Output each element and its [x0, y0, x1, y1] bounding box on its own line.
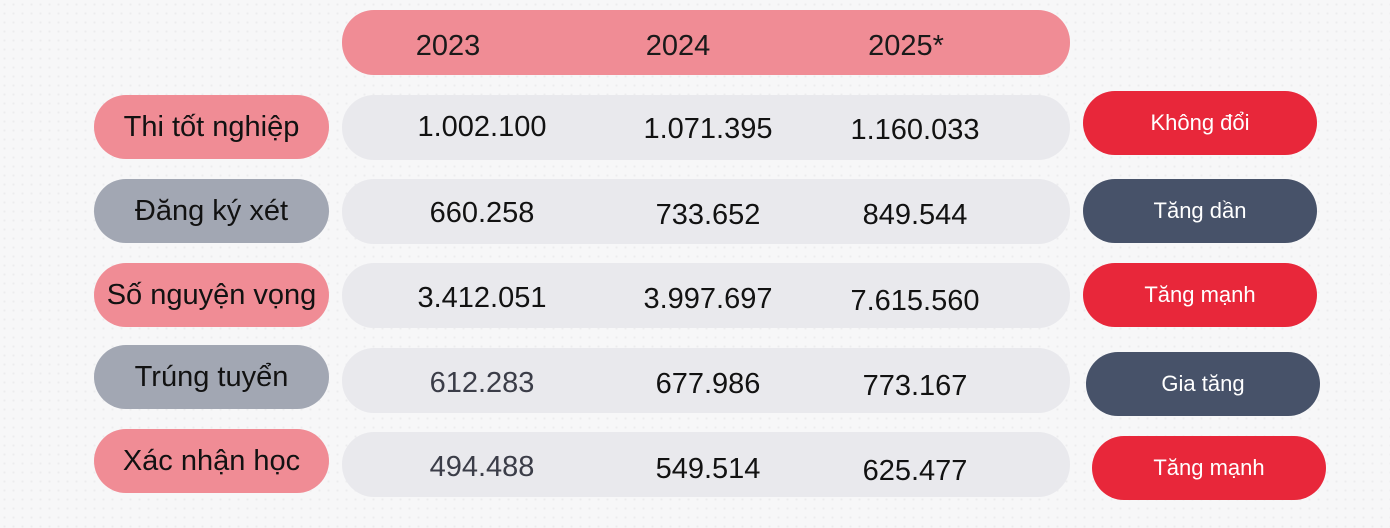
table-row: 494.488 549.514 625.477: [342, 432, 1070, 497]
row-label-so-nguyen-vong: Số nguyện vọng: [94, 263, 329, 327]
cell-2025: 7.615.560: [850, 285, 980, 317]
year-header-bar: 2023 2024 2025*: [342, 10, 1070, 75]
cell-2023: 660.258: [429, 197, 535, 229]
status-badge: Gia tăng: [1086, 352, 1320, 416]
status-badge: Không đổi: [1083, 91, 1317, 155]
cell-2024: 549.514: [655, 453, 761, 485]
year-header-2025: 2025*: [868, 30, 944, 62]
cell-2023: 3.412.051: [417, 282, 547, 314]
cell-2023: 1.002.100: [417, 111, 547, 143]
cell-2023: 612.283: [429, 367, 535, 399]
row-label-dang-ky-xet: Đăng ký xét: [94, 179, 329, 243]
status-badge: Tăng mạnh: [1092, 436, 1326, 500]
cell-2023: 494.488: [429, 451, 535, 483]
cell-2025: 849.544: [862, 199, 968, 231]
cell-2025: 625.477: [862, 455, 968, 487]
cell-2024: 3.997.697: [643, 283, 773, 315]
status-badge: Tăng dần: [1083, 179, 1317, 243]
cell-2024: 733.652: [655, 199, 761, 231]
row-label-xac-nhan-hoc: Xác nhận học: [94, 429, 329, 493]
status-badge: Tăng mạnh: [1083, 263, 1317, 327]
table-row: 660.258 733.652 849.544: [342, 179, 1070, 244]
cell-2024: 1.071.395: [643, 113, 773, 145]
table-row: 3.412.051 3.997.697 7.615.560: [342, 263, 1070, 328]
row-label-thi-tot-nghiep: Thi tốt nghiệp: [94, 95, 329, 159]
year-header-2023: 2023: [415, 30, 481, 62]
row-label-trung-tuyen: Trúng tuyển: [94, 345, 329, 409]
cell-2024: 677.986: [655, 368, 761, 400]
cell-2025: 1.160.033: [850, 114, 980, 146]
table-row: 1.002.100 1.071.395 1.160.033: [342, 95, 1070, 160]
year-header-2024: 2024: [645, 30, 711, 62]
cell-2025: 773.167: [862, 370, 968, 402]
table-row: 612.283 677.986 773.167: [342, 348, 1070, 413]
